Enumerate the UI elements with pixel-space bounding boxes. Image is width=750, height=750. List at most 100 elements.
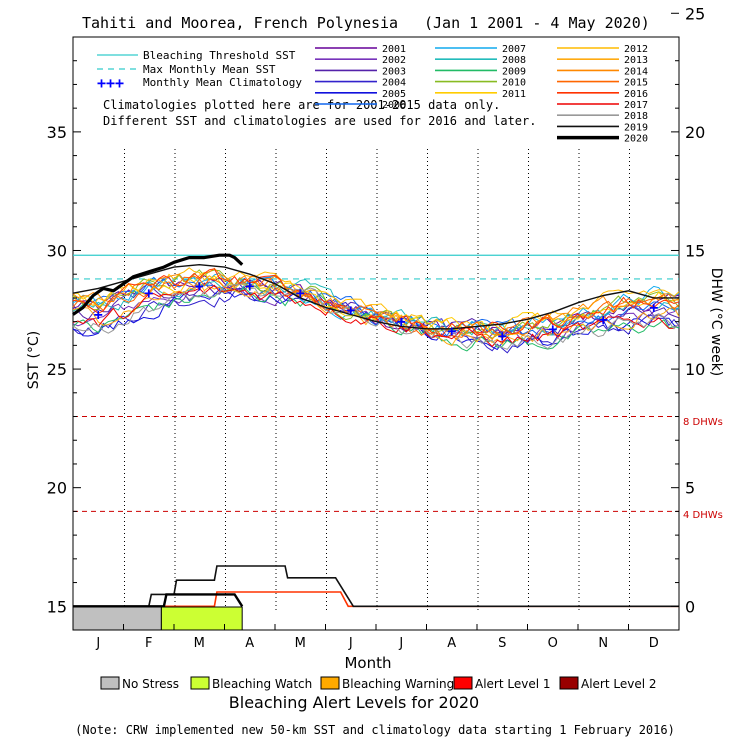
legend-label-2001: 2001 bbox=[382, 44, 406, 55]
legend-label-2009: 2009 bbox=[502, 66, 526, 77]
alert-legend-swatch bbox=[190, 676, 210, 690]
climatology-point: + bbox=[144, 284, 153, 302]
alert-legend-swatch bbox=[100, 676, 120, 690]
alert-legend-label: Alert Level 2 bbox=[581, 677, 657, 691]
climatology-point: + bbox=[447, 322, 456, 340]
y-axis-left-label: SST (°C) bbox=[26, 331, 42, 389]
legend-label-2011: 2011 bbox=[502, 89, 526, 100]
legend-label-2013: 2013 bbox=[624, 55, 648, 66]
month-gridlines bbox=[124, 149, 630, 610]
x-axis-label: Month bbox=[344, 654, 391, 672]
climatology-point: + bbox=[296, 284, 305, 302]
month-label: J bbox=[398, 636, 403, 651]
monthly-mean-climatology-marks: + + + + + + + + + + + + bbox=[94, 277, 659, 345]
dhw-label-8: 8 DHWs bbox=[683, 417, 723, 428]
year-line-2016 bbox=[72, 268, 680, 337]
dhw-lines bbox=[73, 565, 679, 608]
left-tick-label: 20 bbox=[47, 479, 67, 498]
month-label: M bbox=[194, 636, 205, 651]
legend-label-2002: 2002 bbox=[382, 55, 406, 66]
year-line-2012 bbox=[72, 267, 680, 339]
legend-label-2004: 2004 bbox=[382, 78, 406, 89]
left-tick-label: 35 bbox=[47, 123, 67, 142]
alert-legend-label: Alert Level 1 bbox=[475, 677, 551, 691]
y-axis-right-label: DHW (°C week) bbox=[708, 268, 724, 377]
legend-label-2019: 2019 bbox=[624, 122, 648, 133]
year-line-2014 bbox=[72, 267, 680, 341]
legend-label-2017: 2017 bbox=[624, 100, 648, 111]
left-tick-label: 25 bbox=[47, 360, 67, 379]
legend-label-2003: 2003 bbox=[382, 66, 406, 77]
year-line-2006 bbox=[72, 276, 680, 337]
climatology-point: + bbox=[94, 306, 103, 324]
alert-legend-swatch bbox=[559, 676, 579, 690]
legend-label-climatology: Monthly Mean Climatology bbox=[143, 76, 302, 89]
climatology-point: + bbox=[346, 301, 355, 319]
climatology-point: + bbox=[195, 277, 204, 295]
legend-label-2016: 2016 bbox=[624, 89, 648, 100]
chart-title: Tahiti and Moorea, French Polynesia bbox=[82, 14, 398, 32]
month-label: S bbox=[498, 636, 506, 651]
left-axis-ticks: 15 20 25 30 35 bbox=[47, 60, 81, 616]
reference-legend: Bleaching Threshold SST Max Monthly Mean… bbox=[97, 49, 302, 92]
legend-label-2006: 2006 bbox=[382, 100, 406, 111]
right-tick-label: 5 bbox=[685, 479, 695, 498]
right-axis-ticks: 0 5 10 15 20 25 bbox=[671, 4, 705, 616]
right-tick-label: 0 bbox=[685, 597, 695, 616]
alert-level-bar bbox=[72, 606, 243, 631]
legend-label-2020: 2020 bbox=[624, 134, 648, 145]
legend-label-2007: 2007 bbox=[502, 44, 526, 55]
highlight-sst-lines bbox=[72, 253, 679, 330]
left-tick-label: 15 bbox=[47, 597, 67, 616]
dhw-label-4: 4 DHWs bbox=[683, 510, 723, 521]
year-line-2017 bbox=[72, 284, 680, 348]
month-label: N bbox=[598, 636, 608, 651]
footnote: (Note: CRW implemented new 50-km SST and… bbox=[75, 723, 675, 737]
legend-label-2015: 2015 bbox=[624, 78, 648, 89]
dhw-line-2020 bbox=[73, 593, 244, 608]
climatology-point: + bbox=[397, 313, 406, 331]
climatology-point: + bbox=[649, 298, 658, 316]
month-label: M bbox=[295, 636, 306, 651]
year-line-2015 bbox=[72, 274, 680, 338]
left-tick-label: 30 bbox=[47, 241, 67, 260]
month-label: O bbox=[548, 636, 558, 651]
legend-label-2005: 2005 bbox=[382, 89, 406, 100]
alert-legend-swatch bbox=[453, 676, 473, 690]
month-label: D bbox=[649, 636, 659, 651]
year-line-2020 bbox=[72, 253, 244, 316]
alert-legend-swatch bbox=[320, 676, 340, 690]
chart-date-range: (Jan 1 2001 - 4 May 2020) bbox=[424, 14, 650, 32]
legend-label-mmm: Max Monthly Mean SST bbox=[143, 63, 276, 76]
climatology-point: + bbox=[498, 327, 507, 345]
month-label: J bbox=[95, 636, 100, 651]
right-tick-label: 20 bbox=[685, 123, 705, 142]
alert-level-legend: No Stress Bleaching Watch Bleaching Warnin… bbox=[100, 676, 657, 691]
month-label: J bbox=[348, 636, 353, 651]
note-line-2: Different SST and climatologies are used… bbox=[103, 114, 536, 128]
climatology-point: + bbox=[599, 310, 608, 328]
alert-legend-label: No Stress bbox=[122, 677, 179, 691]
climatology-point: + bbox=[245, 277, 254, 295]
legend-label-2018: 2018 bbox=[624, 111, 648, 122]
month-label: F bbox=[145, 636, 152, 651]
year-line-2018 bbox=[72, 283, 680, 350]
month-label: A bbox=[245, 636, 254, 651]
legend-label-2010: 2010 bbox=[502, 78, 526, 89]
year-line-2019 bbox=[72, 264, 679, 330]
dhw-line-2019 bbox=[73, 565, 679, 608]
legend-label-2014: 2014 bbox=[624, 66, 648, 77]
alert-legend-label: Bleaching Warning bbox=[342, 677, 454, 691]
note-line-1: Climatologies plotted here are for 2001-… bbox=[103, 98, 500, 112]
alert-segment bbox=[72, 606, 162, 631]
legend-swatch-climatology: +++ bbox=[97, 74, 124, 92]
climatology-point: + bbox=[548, 320, 557, 338]
right-tick-label: 15 bbox=[685, 241, 705, 260]
month-label: A bbox=[447, 636, 456, 651]
alert-legend-label: Bleaching Watch bbox=[212, 677, 312, 691]
right-tick-label: 10 bbox=[685, 360, 705, 379]
year-line-2013 bbox=[72, 281, 680, 347]
